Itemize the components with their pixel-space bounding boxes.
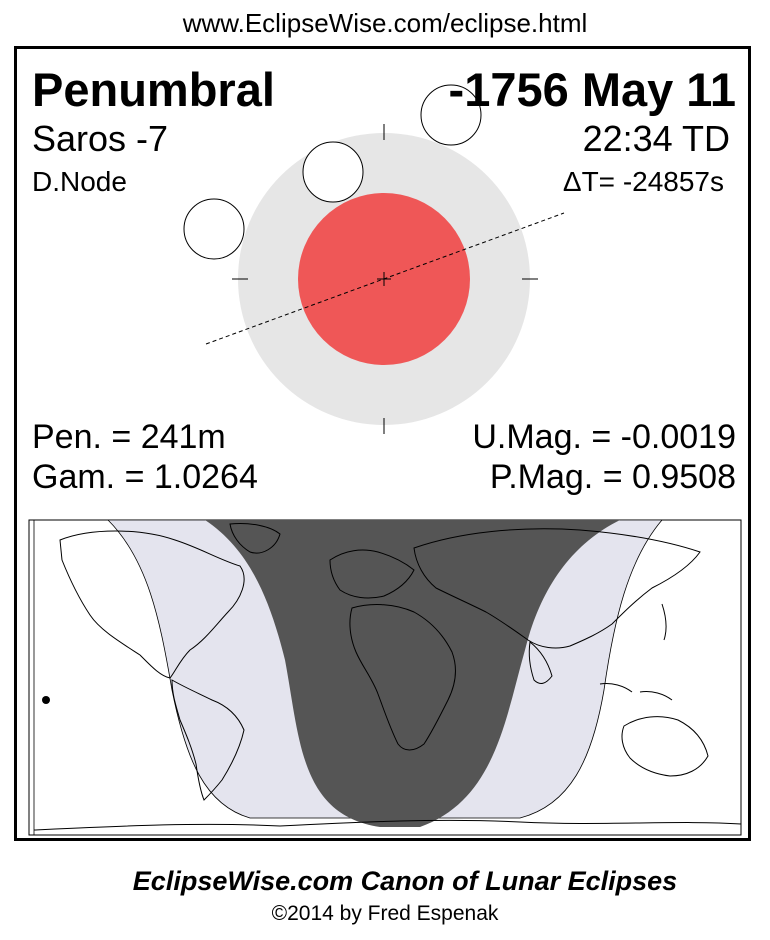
eclipse-date: -1756 May 11 [448, 63, 736, 116]
eclipse-type: Penumbral [32, 63, 275, 116]
penumbral-duration: Pen. = 241m [32, 418, 226, 456]
night-region [205, 520, 620, 827]
delta-t-value: ΔT= -24857s [562, 166, 724, 197]
penumbral-magnitude: P.Mag. = 0.9508 [489, 458, 736, 496]
page-url: www.EclipseWise.com/eclipse.html [182, 8, 588, 38]
figure-frame [14, 46, 751, 841]
saros-number: Saros -7 [32, 118, 169, 159]
footer-credit: ©2014 by Fred Espenak [271, 902, 499, 925]
continent-outlines [33, 523, 742, 831]
eclipse-time: 22:34 TD [582, 118, 730, 159]
moon-first-contact [183, 198, 245, 260]
footer-title: EclipseWise.com Canon of Lunar Eclipses [132, 866, 678, 896]
moon-path-line [205, 212, 565, 345]
moon-last-contact [420, 84, 482, 146]
visibility-map [28, 519, 742, 836]
gamma-value: Gam. = 1.0264 [32, 458, 258, 496]
umbral-magnitude: U.Mag. = -0.0019 [472, 418, 736, 456]
sublunar-point-marker [42, 696, 50, 704]
moon-mid-eclipse [302, 141, 364, 203]
node-label: D.Node [32, 166, 127, 197]
